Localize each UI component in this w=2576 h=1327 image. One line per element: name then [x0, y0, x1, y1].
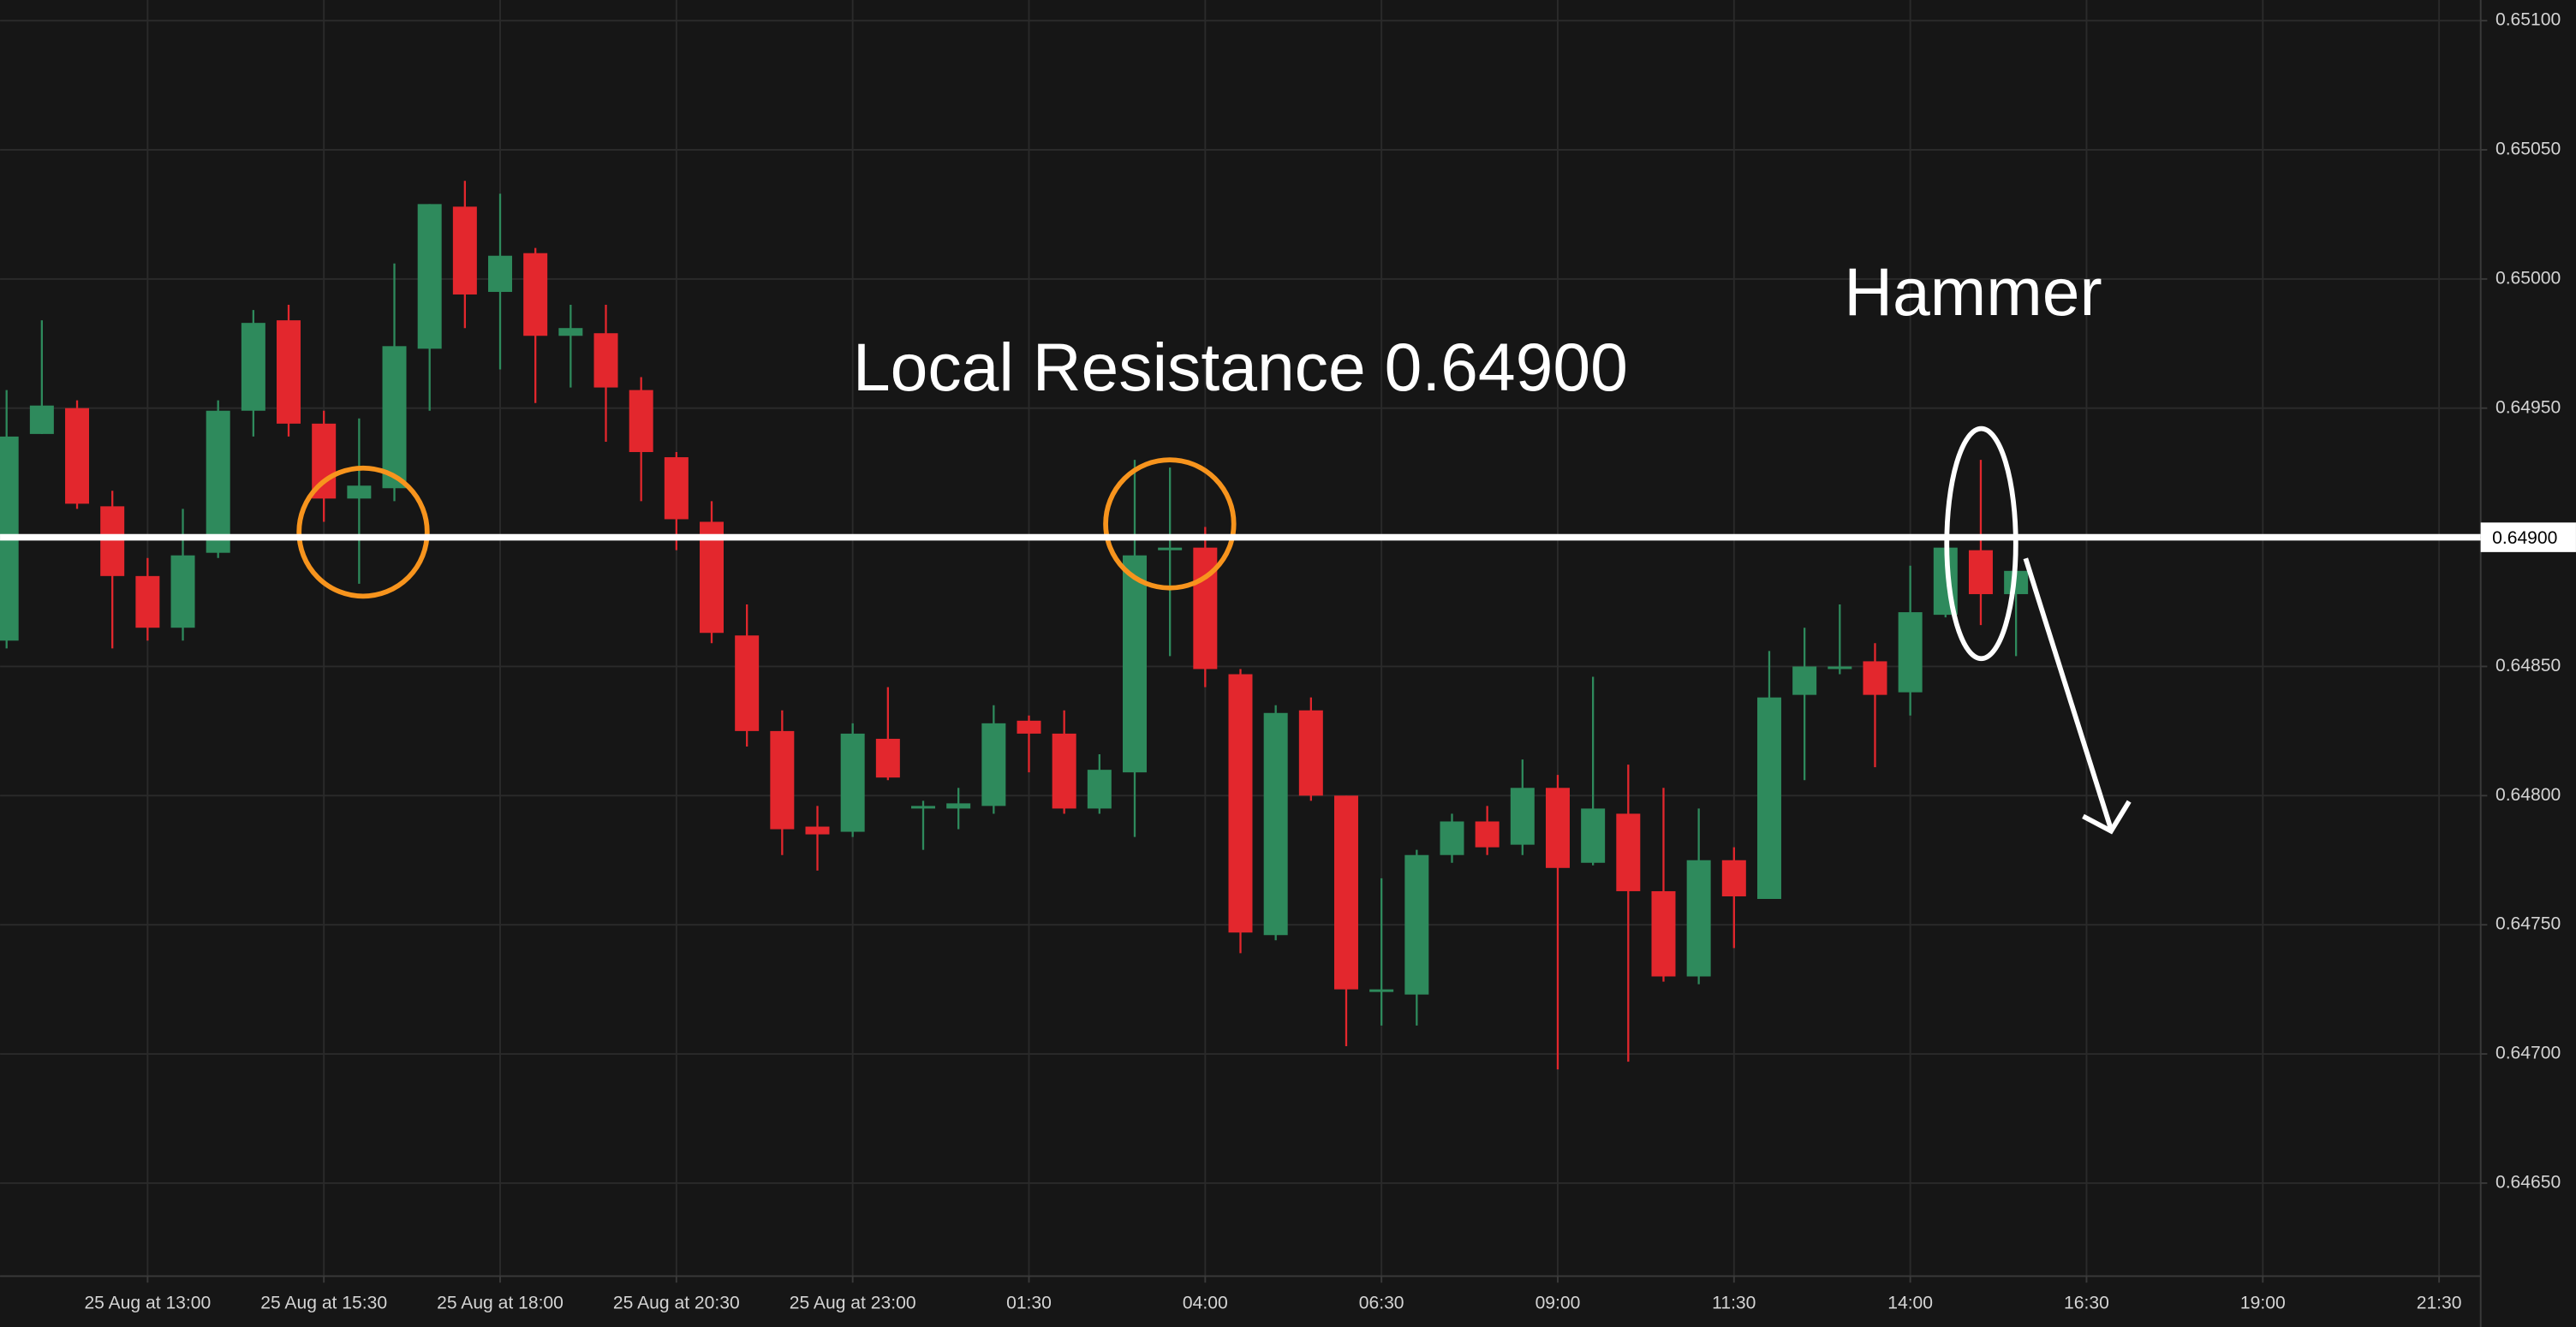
y-tick-label: 0.65100 — [2496, 10, 2561, 30]
candle-body — [1898, 612, 1923, 693]
x-tick-label: 11:30 — [1712, 1294, 1756, 1313]
candle-body — [1158, 547, 1183, 550]
candle-body — [1756, 697, 1781, 900]
candle-body — [347, 485, 372, 499]
candle-body — [1510, 788, 1535, 845]
x-tick-label: 25 Aug at 23:00 — [790, 1294, 916, 1313]
candle-body — [1193, 547, 1218, 669]
candle-body — [1863, 661, 1887, 695]
candle-body — [629, 390, 653, 453]
candle-body — [417, 204, 442, 349]
candle-body — [1475, 821, 1500, 848]
candle-body — [946, 803, 971, 809]
candle-body — [805, 826, 830, 835]
x-tick-label: 14:00 — [1887, 1294, 1933, 1313]
x-tick-label: 16:30 — [2064, 1294, 2109, 1313]
candle-body — [664, 457, 689, 520]
y-tick-label: 0.64800 — [2496, 785, 2561, 805]
x-tick-label: 25 Aug at 20:30 — [613, 1294, 740, 1313]
candle-body — [452, 206, 477, 295]
x-tick-label: 25 Aug at 13:00 — [84, 1294, 211, 1313]
candle-body — [1616, 813, 1641, 891]
highlight-circle — [1103, 457, 1237, 591]
y-tick-label: 0.64750 — [2496, 914, 2561, 934]
candle-body — [1122, 555, 1147, 773]
candle-body — [1298, 710, 1323, 796]
x-tick-label: 25 Aug at 18:00 — [437, 1294, 564, 1313]
candle-body — [735, 635, 760, 731]
candle-body — [382, 346, 407, 489]
y-tick-label: 0.65050 — [2496, 140, 2561, 159]
candle-body — [170, 555, 195, 628]
resistance-label-box — [2480, 522, 2576, 552]
candle-body — [911, 806, 935, 809]
x-tick-label: 06:30 — [1359, 1294, 1404, 1313]
x-tick-label: 25 Aug at 15:30 — [260, 1294, 387, 1313]
x-tick-label: 19:00 — [2240, 1294, 2286, 1313]
candle-body — [1792, 666, 1817, 695]
y-tick-label: 0.64950 — [2496, 397, 2561, 417]
hammer-ellipse — [1944, 425, 2018, 662]
candle-body — [1017, 720, 1041, 734]
candle-body — [277, 320, 301, 424]
highlight-circle — [296, 465, 430, 599]
x-tick-label: 01:30 — [1006, 1294, 1052, 1313]
x-tick-label: 04:00 — [1183, 1294, 1228, 1313]
candle-body — [1828, 666, 1852, 669]
arrow-head — [2082, 800, 2132, 835]
candle-body — [1404, 854, 1429, 995]
candle-body — [1228, 674, 1253, 933]
y-tick-label: 0.64850 — [2496, 656, 2561, 675]
candle-body — [1052, 733, 1076, 809]
candle-body — [981, 723, 1006, 806]
candle-body — [840, 733, 865, 832]
overlay: Local Resistance 0.64900 Hammer — [0, 254, 2481, 835]
candle-body — [65, 408, 90, 504]
annotation: Hammer — [1844, 254, 2102, 330]
candle-body — [1686, 860, 1711, 977]
y-tick-label: 0.64700 — [2496, 1044, 2561, 1063]
candles — [0, 181, 2029, 1070]
y-tick-label: 0.64650 — [2496, 1172, 2561, 1192]
candle-body — [1721, 860, 1746, 896]
candle-body — [523, 253, 548, 336]
candle-body — [1369, 989, 1394, 992]
candle-body — [1263, 712, 1288, 936]
candle-body — [135, 575, 160, 628]
arrow-shaft — [2023, 557, 2114, 830]
candle-body — [1968, 550, 1993, 594]
candle-body — [1651, 890, 1676, 977]
x-tick-label: 09:00 — [1535, 1294, 1581, 1313]
candle-body — [1581, 808, 1606, 863]
candle-body — [1545, 788, 1570, 868]
resistance-label: 0.64900 — [2492, 528, 2557, 548]
candle-body — [875, 738, 900, 778]
candle-body — [593, 333, 618, 388]
candle-body — [29, 405, 54, 434]
annotation: Local Resistance 0.64900 — [853, 330, 1628, 405]
candle-body — [1087, 770, 1112, 809]
candle-body — [1440, 821, 1464, 855]
x-tick-label: 21:30 — [2417, 1294, 2462, 1313]
y-tick-label: 0.65000 — [2496, 268, 2561, 288]
candle-body — [488, 255, 513, 292]
candle-body — [558, 328, 583, 336]
candle-body — [1333, 795, 1358, 990]
candle-body — [241, 323, 265, 411]
candle-body — [206, 410, 230, 553]
candle-body — [100, 506, 125, 576]
candle-body — [770, 730, 795, 830]
